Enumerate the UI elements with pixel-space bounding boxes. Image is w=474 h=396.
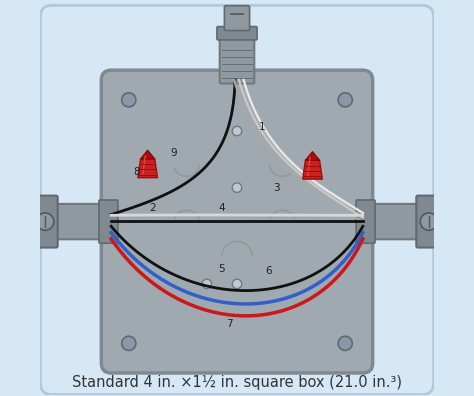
Polygon shape	[303, 160, 322, 179]
Circle shape	[338, 93, 352, 107]
FancyBboxPatch shape	[362, 204, 425, 239]
FancyBboxPatch shape	[40, 5, 434, 394]
Text: 2: 2	[149, 203, 156, 213]
Text: 1: 1	[259, 122, 266, 132]
Text: 6: 6	[265, 266, 272, 276]
FancyBboxPatch shape	[224, 6, 250, 30]
FancyBboxPatch shape	[99, 200, 118, 243]
Circle shape	[122, 336, 136, 350]
FancyBboxPatch shape	[416, 196, 441, 248]
Text: Standard 4 in. ×1½ in. square box (21.0 in.³): Standard 4 in. ×1½ in. square box (21.0 …	[72, 375, 402, 390]
Text: 3: 3	[273, 183, 280, 193]
FancyBboxPatch shape	[219, 35, 255, 84]
FancyBboxPatch shape	[49, 204, 112, 239]
Circle shape	[232, 183, 242, 192]
Circle shape	[36, 213, 54, 230]
Polygon shape	[141, 150, 155, 159]
Circle shape	[232, 279, 242, 289]
Circle shape	[338, 336, 352, 350]
Text: 4: 4	[218, 203, 225, 213]
FancyBboxPatch shape	[356, 200, 375, 243]
FancyBboxPatch shape	[217, 27, 257, 40]
Circle shape	[420, 213, 438, 230]
Circle shape	[202, 279, 211, 289]
Text: 5: 5	[218, 264, 225, 274]
Text: 7: 7	[226, 319, 232, 329]
FancyBboxPatch shape	[33, 196, 58, 248]
Text: 9: 9	[171, 148, 177, 158]
Text: 8: 8	[133, 168, 140, 177]
Circle shape	[122, 93, 136, 107]
Polygon shape	[305, 152, 319, 160]
Circle shape	[232, 126, 242, 136]
FancyBboxPatch shape	[101, 70, 373, 373]
Polygon shape	[138, 159, 157, 178]
